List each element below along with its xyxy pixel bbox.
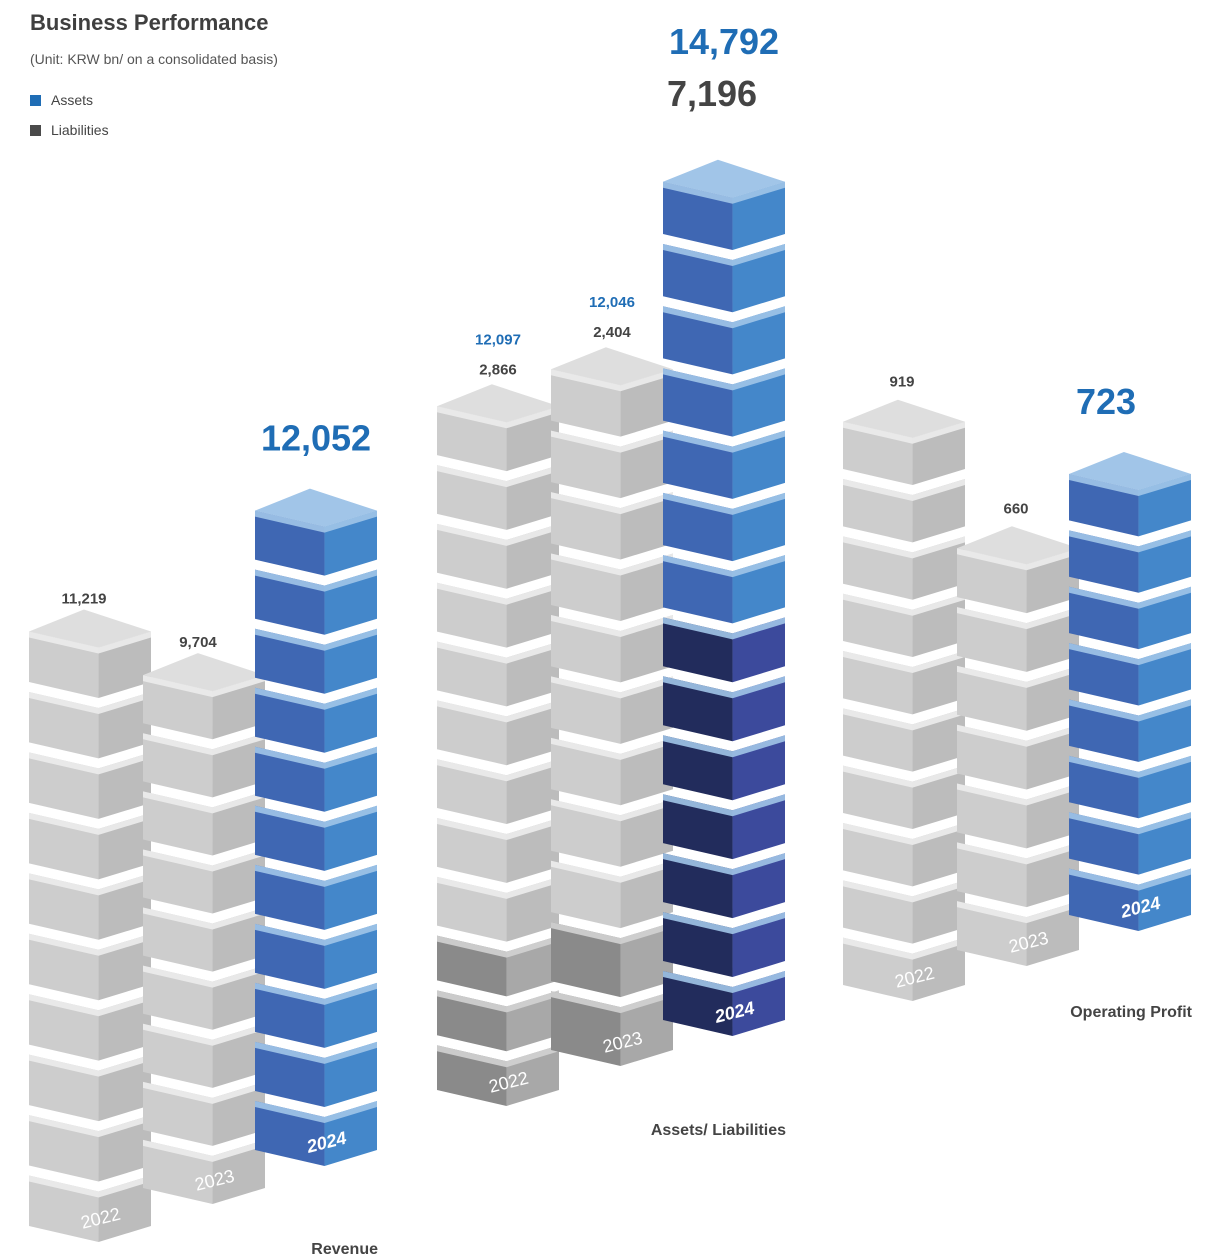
operating-profit-axis-title: Operating Profit <box>1070 1004 1192 1021</box>
operating-profit-bar-2024 <box>1069 451 1191 931</box>
unit-note: (Unit: KRW bn/ on a consolidated basis) <box>30 51 278 67</box>
operating-profit-value-label-2022: 919 <box>889 374 914 391</box>
chart-title: Business Performance <box>30 10 269 35</box>
legend-label-liabilities: Liabilities <box>51 122 109 138</box>
revenue-value-label-2022: 11,219 <box>61 591 106 608</box>
revenue-bar-2022 <box>29 609 151 1242</box>
liabilities-value-label-2023: 2,404 <box>593 324 631 341</box>
legend-item-assets: Assets <box>30 92 93 108</box>
assets-value-label-2022: 12,097 <box>475 331 521 348</box>
revenue-value-label-2024: 12,052 <box>261 418 371 459</box>
assets-liabilities-bar-2022 <box>437 384 559 1106</box>
legend-swatch-assets <box>30 94 41 106</box>
assets-value-label-2023: 12,046 <box>589 294 635 311</box>
assets-liabilities-bar-2024 <box>663 159 785 1036</box>
legend-item-liabilities: Liabilities <box>30 122 109 138</box>
revenue-axis-title: Revenue <box>311 1241 378 1258</box>
revenue-value-label-2023: 9,704 <box>179 634 217 651</box>
operating-profit-bar-2023 <box>957 526 1079 966</box>
operating-profit-bar-2022 <box>843 399 965 1001</box>
legend-label-assets: Assets <box>51 92 94 108</box>
operating-profit-value-label-2023: 660 <box>1003 500 1028 517</box>
legend-swatch-liabilities <box>30 124 41 136</box>
liabilities-value-label-2022: 2,866 <box>479 361 517 378</box>
operating-profit-value-label-2024: 723 <box>1076 381 1136 422</box>
revenue-bar-2024 <box>255 488 377 1166</box>
assets-liabilities-axis-title: Assets/ Liabilities <box>651 1122 786 1139</box>
assets-value-label-2024: 14,792 <box>669 21 779 62</box>
liabilities-value-label-2024: 7,196 <box>667 73 757 114</box>
revenue-bar-2023 <box>143 653 265 1204</box>
assets-liabilities-bar-2023 <box>551 347 673 1066</box>
